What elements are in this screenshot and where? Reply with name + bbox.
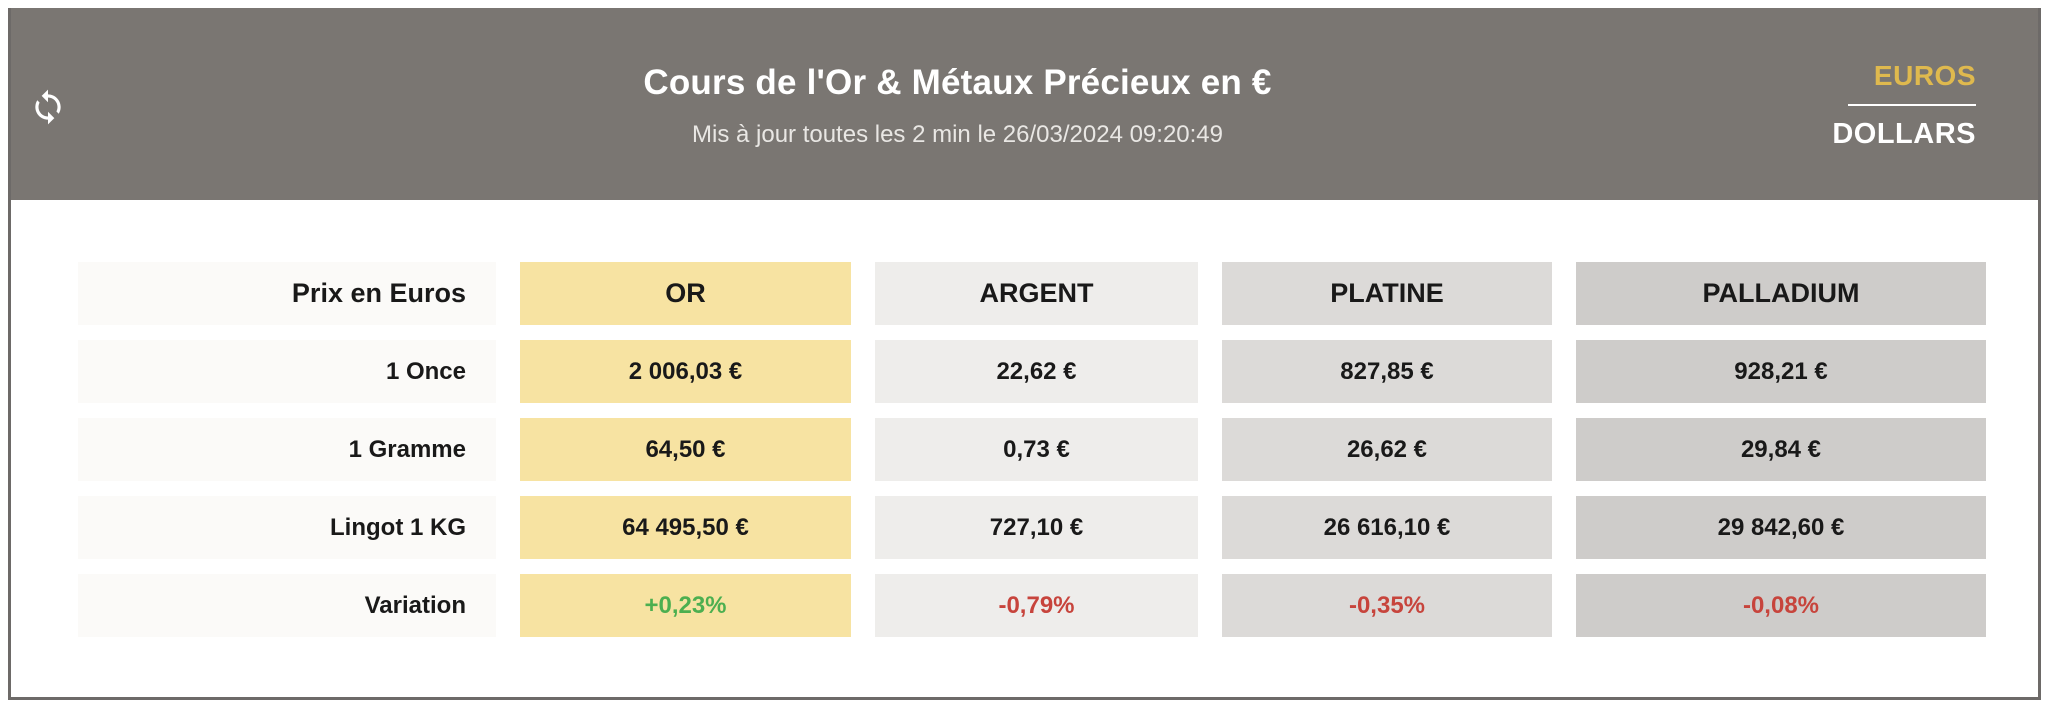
currency-toggle: EUROS DOLLARS	[1826, 60, 1976, 151]
value-once-palladium: 928,21 €	[1576, 340, 1986, 403]
column-header-palladium: PALLADIUM	[1576, 262, 1986, 325]
variation-argent: -0,79%	[875, 574, 1198, 637]
header-titles: Cours de l'Or & Métaux Précieux en € Mis…	[89, 63, 1826, 149]
variation-platine: -0,35%	[1222, 574, 1552, 637]
row-label-lingot: Lingot 1 KG	[78, 496, 496, 559]
column-header-platine: PLATINE	[1222, 262, 1552, 325]
value-lingot-or: 64 495,50 €	[520, 496, 851, 559]
variation-palladium: -0,08%	[1576, 574, 1986, 637]
column-header-or: OR	[520, 262, 851, 325]
value-gramme-platine: 26,62 €	[1222, 418, 1552, 481]
row-label-variation: Variation	[78, 574, 496, 637]
prices-table: Prix en Euros OR ARGENT PLATINE PALLADIU…	[78, 262, 2038, 637]
refresh-button[interactable]	[29, 88, 89, 126]
value-lingot-argent: 727,10 €	[875, 496, 1198, 559]
row-label-once: 1 Once	[78, 340, 496, 403]
value-gramme-argent: 0,73 €	[875, 418, 1198, 481]
prices-table-area: Prix en Euros OR ARGENT PLATINE PALLADIU…	[11, 200, 2038, 637]
page-title: Cours de l'Or & Métaux Précieux en €	[643, 63, 1272, 102]
last-updated-text: Mis à jour toutes les 2 min le 26/03/202…	[692, 121, 1223, 148]
currency-dollars-button[interactable]: DOLLARS	[1832, 117, 1976, 150]
value-lingot-palladium: 29 842,60 €	[1576, 496, 1986, 559]
value-lingot-platine: 26 616,10 €	[1222, 496, 1552, 559]
column-header-argent: ARGENT	[875, 262, 1198, 325]
value-once-or: 2 006,03 €	[520, 340, 851, 403]
variation-or: +0,23%	[520, 574, 851, 637]
row-label-gramme: 1 Gramme	[78, 418, 496, 481]
value-gramme-or: 64,50 €	[520, 418, 851, 481]
metal-prices-widget: Cours de l'Or & Métaux Précieux en € Mis…	[8, 8, 2041, 700]
value-gramme-palladium: 29,84 €	[1576, 418, 1986, 481]
header-band: Cours de l'Or & Métaux Précieux en € Mis…	[11, 8, 2038, 200]
refresh-icon	[29, 88, 67, 126]
value-once-argent: 22,62 €	[875, 340, 1198, 403]
currency-euros-button[interactable]: EUROS	[1873, 59, 1976, 91]
value-once-platine: 827,85 €	[1222, 340, 1552, 403]
currency-toggle-divider	[1848, 103, 1976, 106]
table-corner-label: Prix en Euros	[78, 262, 496, 325]
